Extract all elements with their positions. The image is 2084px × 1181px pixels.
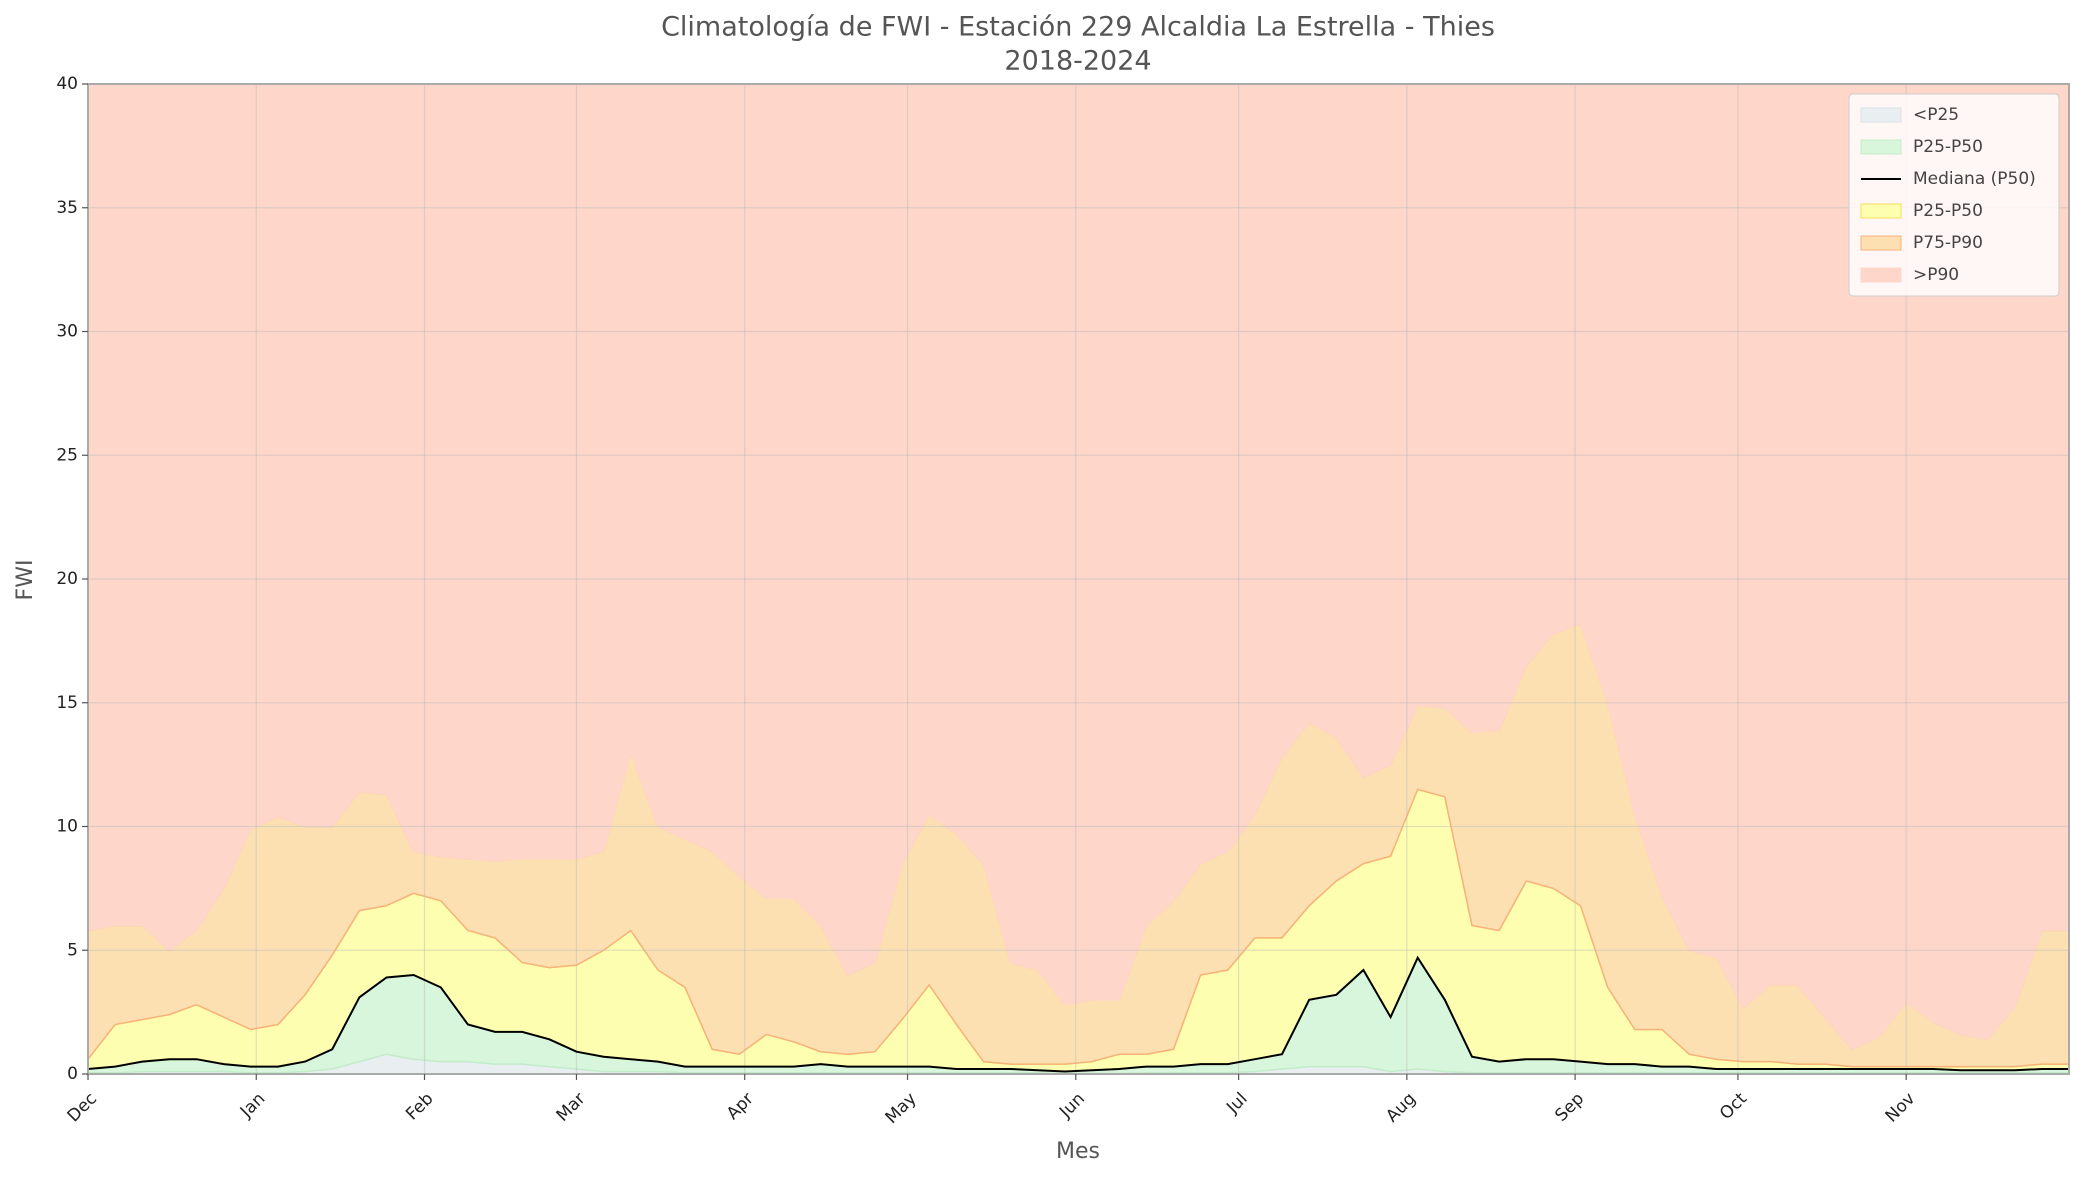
y-tick-label: 15 (56, 693, 78, 713)
legend-swatch (1860, 107, 1902, 123)
y-tick-label: 0 (67, 1064, 78, 1084)
legend-label: P25-P50 (1913, 201, 1983, 221)
y-tick-label: 40 (56, 74, 78, 94)
y-tick-label: 10 (56, 817, 78, 837)
y-tick-label: 20 (56, 569, 78, 589)
x-axis-label: Mes (1056, 1139, 1100, 1164)
legend-swatch (1860, 267, 1902, 283)
y-tick-label: 35 (56, 198, 78, 218)
chart-subtitle: 2018-2024 (1004, 46, 1151, 77)
y-tick-label: 5 (67, 940, 78, 960)
legend-label: >P90 (1913, 265, 1959, 285)
band (87, 83, 2070, 1051)
legend-label: <P25 (1913, 105, 1959, 125)
legend: <P25 P25-P50 Mediana (P50) P25-P50 P75-P90 >P… (1848, 93, 2060, 297)
legend-swatch (1860, 139, 1902, 155)
y-axis-label: FWI (13, 560, 38, 601)
legend-label: P75-P90 (1913, 233, 1983, 253)
chart-title: Climatología de FWI - Estación 229 Alcal… (661, 12, 1495, 43)
median-line (87, 955, 2069, 1073)
legend-swatch (1860, 235, 1902, 251)
legend-label: P25-P50 (1913, 137, 1983, 157)
y-tick-label: 30 (56, 322, 78, 342)
y-tick-label: 25 (56, 445, 78, 465)
legend-label: Mediana (P50) (1913, 169, 2036, 189)
legend-swatch (1860, 203, 1902, 219)
